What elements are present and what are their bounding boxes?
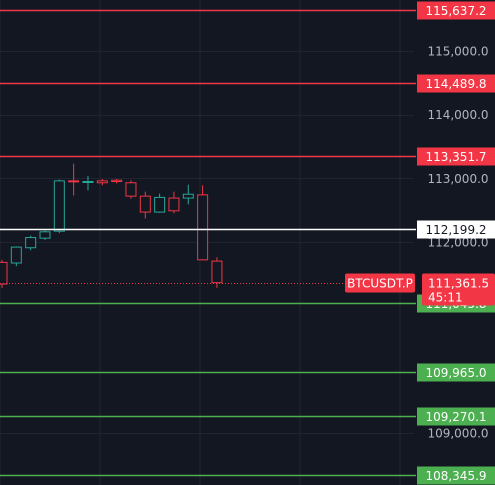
level-label: 109,965.0 bbox=[425, 366, 486, 380]
level-badge bbox=[417, 1, 495, 20]
candle bbox=[53, 179, 65, 234]
price-tick-label: 115,000.0 bbox=[427, 44, 488, 58]
candle-body bbox=[139, 195, 151, 213]
candle bbox=[111, 178, 123, 184]
symbol-label: BTCUSDT.P bbox=[347, 277, 413, 291]
candle-body bbox=[96, 180, 108, 184]
candle bbox=[125, 180, 137, 199]
candle-body bbox=[53, 180, 65, 232]
candle bbox=[139, 191, 151, 219]
candle-body bbox=[68, 180, 80, 183]
candle-body bbox=[111, 179, 123, 183]
candle-body bbox=[154, 196, 166, 213]
candle bbox=[39, 230, 51, 241]
candle-body bbox=[10, 246, 22, 264]
price-axis[interactable]: 115,000.0 114,000.0 113,000.0 112,000.0 109,… bbox=[427, 44, 488, 485]
price-tick-label: 113,000.0 bbox=[427, 172, 488, 186]
candle bbox=[211, 257, 223, 288]
level-label: 115,637.2 bbox=[425, 4, 486, 18]
candle bbox=[96, 178, 108, 186]
candle-body bbox=[168, 197, 180, 212]
level-label: 114,489.8 bbox=[425, 77, 486, 91]
level-badge bbox=[417, 220, 495, 239]
candle bbox=[10, 246, 22, 267]
price-tick-label: 112,000.0 bbox=[427, 236, 488, 250]
candle-body bbox=[125, 182, 137, 197]
level-badge bbox=[417, 74, 495, 93]
price-tick-label: 114,000.0 bbox=[427, 108, 488, 122]
level-badge bbox=[417, 466, 495, 485]
candle-body bbox=[0, 261, 8, 285]
candle bbox=[154, 193, 166, 213]
level-badge bbox=[417, 407, 495, 426]
level-label: 108,345.9 bbox=[425, 469, 486, 483]
candle bbox=[68, 163, 80, 196]
level-badge bbox=[417, 363, 495, 382]
candle bbox=[168, 191, 180, 214]
level-label: 109,270.1 bbox=[425, 410, 486, 424]
last-price-label: 111,361.5 bbox=[428, 277, 489, 291]
last-price-marker: BTCUSDT.P 111,361.5 45:11 bbox=[0, 273, 495, 306]
candle bbox=[0, 259, 8, 288]
candles bbox=[0, 163, 223, 288]
countdown-label: 45:11 bbox=[428, 291, 463, 305]
candle bbox=[82, 175, 94, 191]
level-label: 112,199.2 bbox=[425, 223, 486, 237]
candle-body bbox=[39, 231, 51, 239]
candle bbox=[182, 184, 194, 205]
candle-body bbox=[25, 237, 37, 249]
candle bbox=[25, 235, 37, 251]
horizontal-levels[interactable] bbox=[0, 9, 416, 477]
level-badge bbox=[417, 147, 495, 166]
symbol-badge bbox=[345, 273, 415, 293]
candle-body bbox=[211, 260, 223, 284]
price-tick-label: 109,000.0 bbox=[427, 427, 488, 441]
candle-body bbox=[182, 193, 194, 199]
last-price-badge bbox=[422, 273, 495, 306]
candle-body bbox=[82, 181, 94, 183]
candle-body bbox=[197, 194, 209, 261]
candle bbox=[197, 185, 209, 261]
level-label: 113,351.7 bbox=[425, 150, 486, 164]
